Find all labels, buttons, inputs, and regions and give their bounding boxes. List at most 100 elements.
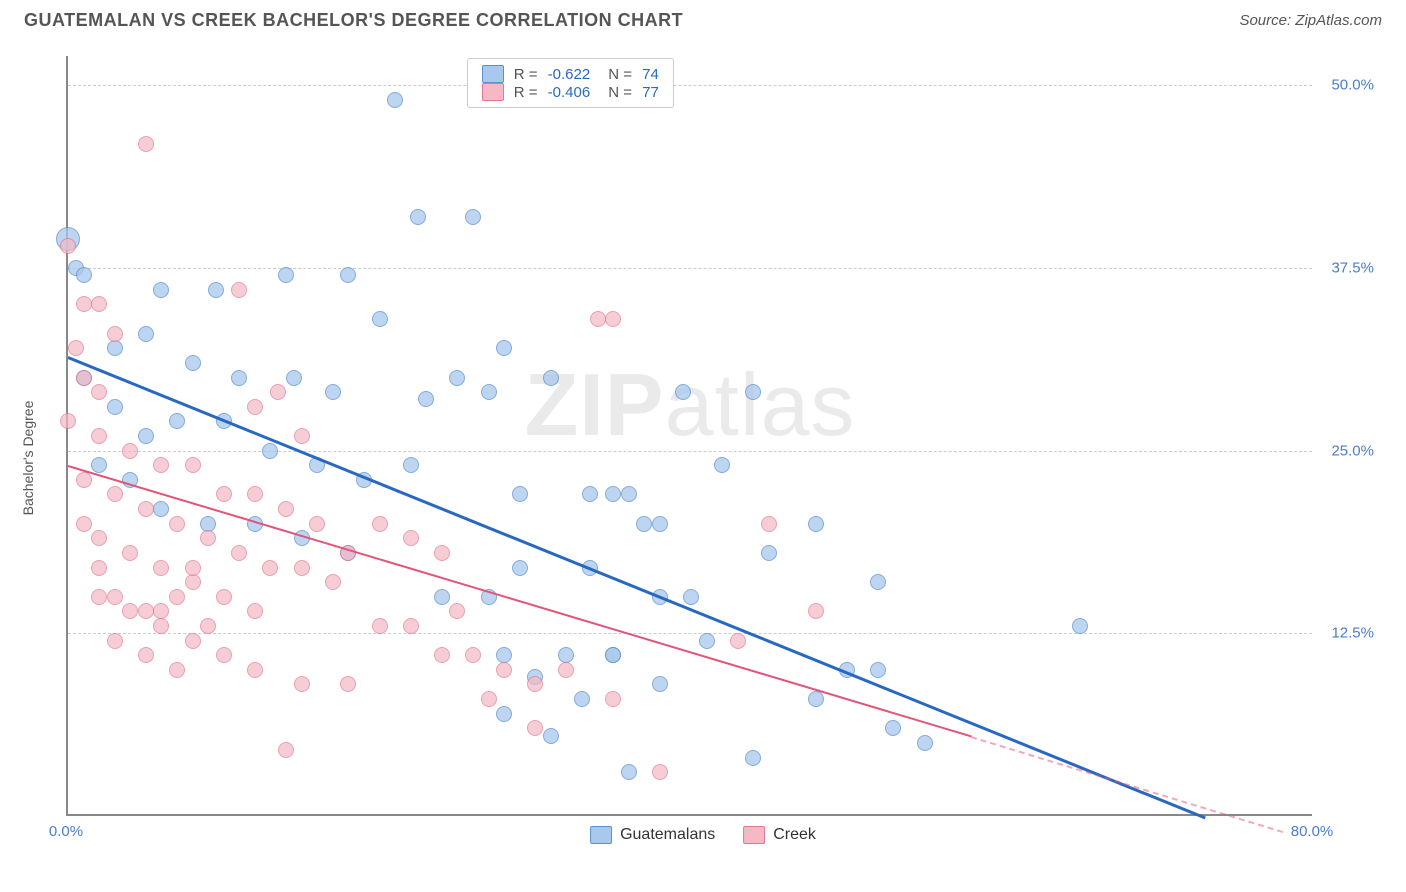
scatter-point [153, 501, 169, 517]
correlation-legend: R = -0.622N = 74R = -0.406N = 77 [467, 58, 674, 108]
scatter-point [68, 340, 84, 356]
scatter-point [169, 589, 185, 605]
scatter-point [122, 443, 138, 459]
gridline [68, 85, 1312, 86]
scatter-point [621, 764, 637, 780]
scatter-point [372, 618, 388, 634]
r-label: R = [514, 84, 538, 101]
chart-title: GUATEMALAN VS CREEK BACHELOR'S DEGREE CO… [24, 10, 683, 31]
n-label: N = [608, 84, 632, 101]
legend-swatch [743, 826, 765, 844]
scatter-point [107, 589, 123, 605]
scatter-point [262, 560, 278, 576]
scatter-point [605, 691, 621, 707]
scatter-point [122, 545, 138, 561]
scatter-point [91, 428, 107, 444]
scatter-point [325, 574, 341, 590]
scatter-point [231, 282, 247, 298]
scatter-point [247, 603, 263, 619]
scatter-point [372, 311, 388, 327]
scatter-point [247, 399, 263, 415]
series-legend: Guatemalans Creek [590, 826, 816, 844]
scatter-point [652, 516, 668, 532]
scatter-point [107, 340, 123, 356]
scatter-point [496, 706, 512, 722]
scatter-point [410, 209, 426, 225]
scatter-point [200, 618, 216, 634]
scatter-point [231, 370, 247, 386]
scatter-point [418, 391, 434, 407]
scatter-point [153, 282, 169, 298]
scatter-point [605, 311, 621, 327]
scatter-point [1072, 618, 1088, 634]
scatter-point [527, 676, 543, 692]
scatter-point [605, 486, 621, 502]
y-tick-label: 25.0% [1331, 442, 1374, 459]
scatter-point [512, 560, 528, 576]
scatter-point [745, 750, 761, 766]
scatter-point [169, 413, 185, 429]
scatter-point [153, 560, 169, 576]
scatter-point [675, 384, 691, 400]
gridline [68, 633, 1312, 634]
scatter-point [107, 326, 123, 342]
scatter-point [465, 647, 481, 663]
scatter-point [185, 355, 201, 371]
scatter-point [683, 589, 699, 605]
legend-label: Creek [773, 826, 816, 844]
x-tick-label: 0.0% [49, 823, 83, 840]
scatter-point [76, 516, 92, 532]
scatter-point [761, 516, 777, 532]
legend-swatch [590, 826, 612, 844]
scatter-point [153, 618, 169, 634]
scatter-point [278, 501, 294, 517]
scatter-point [122, 603, 138, 619]
legend-label: Guatemalans [620, 826, 715, 844]
chart-container: Bachelor's Degree ZIPatlas R = -0.622N =… [24, 48, 1382, 868]
scatter-point [138, 326, 154, 342]
scatter-point [372, 516, 388, 532]
scatter-point [434, 647, 450, 663]
scatter-point [340, 676, 356, 692]
scatter-point [387, 92, 403, 108]
legend-swatch [482, 65, 504, 83]
scatter-point [714, 457, 730, 473]
scatter-point [247, 486, 263, 502]
scatter-point [512, 486, 528, 502]
scatter-point [169, 662, 185, 678]
scatter-point [91, 384, 107, 400]
scatter-point [590, 311, 606, 327]
trend-line [67, 356, 1205, 819]
trend-line [68, 465, 972, 737]
y-axis-label: Bachelor's Degree [20, 401, 36, 516]
scatter-point [543, 370, 559, 386]
source-label: Source: ZipAtlas.com [1239, 12, 1382, 29]
scatter-point [449, 603, 465, 619]
scatter-point [185, 574, 201, 590]
scatter-point [449, 370, 465, 386]
scatter-point [216, 486, 232, 502]
scatter-point [543, 728, 559, 744]
scatter-point [60, 413, 76, 429]
scatter-point [216, 589, 232, 605]
scatter-point [107, 486, 123, 502]
scatter-point [481, 691, 497, 707]
scatter-point [208, 282, 224, 298]
scatter-point [262, 443, 278, 459]
scatter-point [481, 384, 497, 400]
scatter-point [582, 486, 598, 502]
scatter-point [527, 720, 543, 736]
scatter-point [200, 516, 216, 532]
scatter-point [808, 691, 824, 707]
scatter-point [91, 530, 107, 546]
scatter-point [434, 589, 450, 605]
scatter-point [496, 662, 512, 678]
scatter-point [605, 647, 621, 663]
scatter-point [216, 647, 232, 663]
y-tick-label: 37.5% [1331, 259, 1374, 276]
scatter-point [745, 384, 761, 400]
scatter-point [91, 560, 107, 576]
scatter-point [496, 340, 512, 356]
scatter-point [808, 516, 824, 532]
scatter-point [200, 530, 216, 546]
